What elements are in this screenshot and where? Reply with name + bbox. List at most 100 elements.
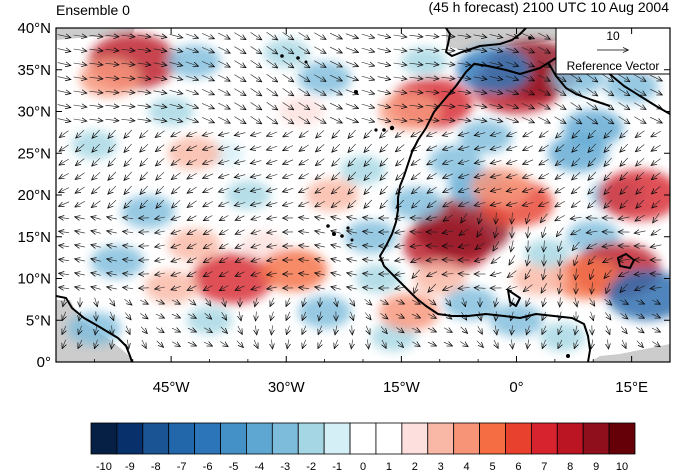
- wind-vector: [347, 231, 357, 233]
- wind-vector: [618, 74, 630, 82]
- wind-vector: [475, 189, 486, 192]
- colorbar-label: 0: [360, 461, 366, 471]
- wind-vector: [250, 32, 262, 39]
- colorbar-swatch: [453, 422, 480, 455]
- wind-vector: [443, 342, 452, 346]
- wind-vector: [251, 203, 262, 206]
- wind-vector: [329, 102, 342, 109]
- wind-vector: [314, 46, 325, 53]
- wind-vector: [282, 102, 294, 109]
- wind-vector: [204, 243, 213, 249]
- wind-vector: [331, 259, 341, 262]
- wind-vector: [201, 61, 214, 66]
- wind-vector: [108, 199, 117, 208]
- wind-vector: [75, 259, 85, 261]
- island-azores-1: [280, 54, 284, 58]
- wind-vector: [411, 314, 420, 318]
- wind-vector: [348, 185, 357, 194]
- wind-vector: [188, 229, 197, 235]
- wind-vector: [475, 147, 486, 150]
- wind-vector: [219, 161, 230, 164]
- wind-vector: [414, 282, 418, 293]
- wind-vector: [489, 118, 503, 121]
- wind-vector: [266, 46, 278, 53]
- wind-vector: [251, 161, 262, 164]
- wind-vector: [171, 314, 180, 318]
- wind-vector: [541, 283, 547, 293]
- wind-vector: [254, 339, 258, 348]
- wind-vector: [411, 131, 421, 136]
- wind-vector: [267, 287, 277, 289]
- wind-vector: [89, 105, 103, 107]
- wind-vector: [651, 228, 661, 235]
- wind-vector: [473, 91, 487, 93]
- wind-vector: [108, 157, 116, 166]
- wind-vector: [409, 91, 423, 93]
- wind-vector: [171, 244, 181, 247]
- wind-vector: [123, 259, 134, 260]
- wind-vector: [411, 257, 422, 263]
- wind-vector: [572, 200, 581, 207]
- colorbar-swatch: [505, 422, 532, 455]
- wind-vector: [377, 105, 391, 108]
- wind-vector: [92, 172, 101, 179]
- wind-vector: [409, 77, 423, 79]
- wind-vector: [169, 48, 183, 51]
- wind-vector: [620, 313, 627, 318]
- wind-vector: [591, 339, 593, 349]
- wind-vector: [380, 143, 389, 152]
- wind-vector: [556, 130, 565, 137]
- wind-vector: [428, 200, 437, 208]
- wind-vector: [620, 130, 629, 137]
- anomaly-patch: [401, 47, 448, 76]
- wind-vector: [591, 311, 594, 321]
- wind-vector: [108, 171, 117, 180]
- wind-vector: [425, 35, 439, 36]
- plot-title: Ensemble 0: [56, 2, 130, 18]
- colorbar-label: 7: [541, 461, 547, 471]
- wind-vector: [507, 175, 518, 178]
- wind-vector: [345, 103, 358, 109]
- wind-vector: [558, 240, 561, 251]
- wind-vector: [523, 188, 534, 192]
- wind-vector: [315, 245, 325, 247]
- wind-vector: [427, 145, 438, 151]
- wind-vector: [635, 231, 646, 233]
- wind-vector: [59, 173, 69, 178]
- wind-vector: [315, 186, 325, 193]
- wind-vector: [204, 257, 213, 263]
- wind-vector: [89, 63, 103, 65]
- wind-vector: [137, 63, 151, 65]
- wind-vector: [636, 130, 645, 138]
- wind-vector: [204, 285, 213, 291]
- wind-vector: [286, 311, 290, 320]
- wind-vector: [521, 103, 534, 108]
- wind-vector: [95, 297, 98, 307]
- wind-vector: [473, 49, 487, 51]
- anomaly-patch: [191, 253, 274, 304]
- wind-vector: [364, 298, 372, 305]
- wind-vector: [302, 325, 306, 334]
- wind-vector: [155, 287, 165, 289]
- wind-vector: [349, 298, 355, 305]
- wind-vector: [651, 131, 661, 136]
- wind-vector: [234, 60, 245, 68]
- wind-vector: [105, 105, 119, 106]
- wind-vector: [427, 131, 438, 136]
- wind-vector: [393, 35, 407, 37]
- wind-vector: [137, 49, 151, 51]
- anomaly-patch: [344, 220, 398, 254]
- wind-vector: [411, 328, 420, 332]
- wind-vector: [555, 201, 565, 206]
- wind-vector: [511, 339, 512, 349]
- wind-vector: [121, 91, 135, 92]
- colorbar-swatch: [479, 422, 506, 455]
- wind-vector: [636, 199, 645, 208]
- colorbar-swatch: [401, 422, 429, 455]
- wind-vector: [234, 116, 245, 124]
- wind-vector: [461, 213, 468, 222]
- colorbar-label: 9: [593, 461, 599, 471]
- wind-vector: [604, 199, 613, 208]
- wind-vector: [377, 77, 391, 80]
